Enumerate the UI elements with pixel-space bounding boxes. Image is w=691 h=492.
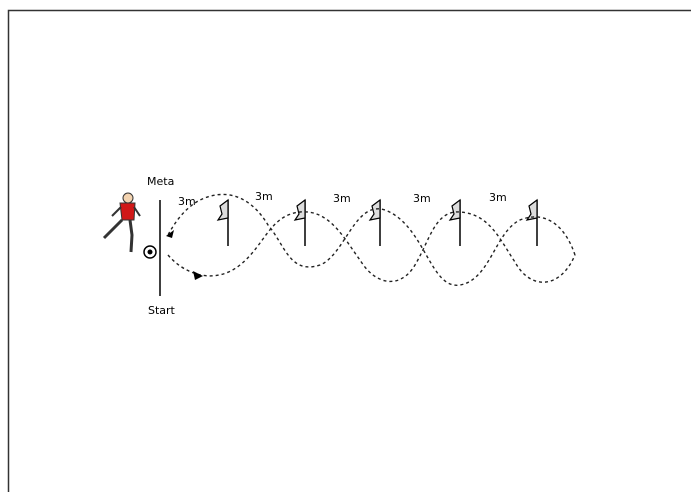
ball-patch <box>148 250 153 255</box>
flag <box>218 200 228 220</box>
arrow-head <box>193 271 203 280</box>
flags: 3m 3m 3m 3m 3m <box>178 190 537 246</box>
player <box>104 193 140 252</box>
start-label: Start <box>148 304 176 317</box>
diagram: Meta Start 3m 3m 3m 3m 3m <box>0 0 691 492</box>
frame <box>9 11 691 492</box>
arrow-head <box>166 230 174 238</box>
meta-label: Meta <box>147 175 174 188</box>
distance-label: 3m <box>413 192 431 205</box>
distance-label: 3m <box>333 192 351 205</box>
flag <box>295 200 305 220</box>
route-out <box>168 212 575 282</box>
page: {"labels": {"meta": "Meta", "start": "St… <box>0 0 691 492</box>
distance-label: 3m <box>255 190 273 203</box>
distance-label: 3m <box>489 191 507 204</box>
distance-label: 3m <box>178 195 196 208</box>
flag <box>450 200 460 220</box>
